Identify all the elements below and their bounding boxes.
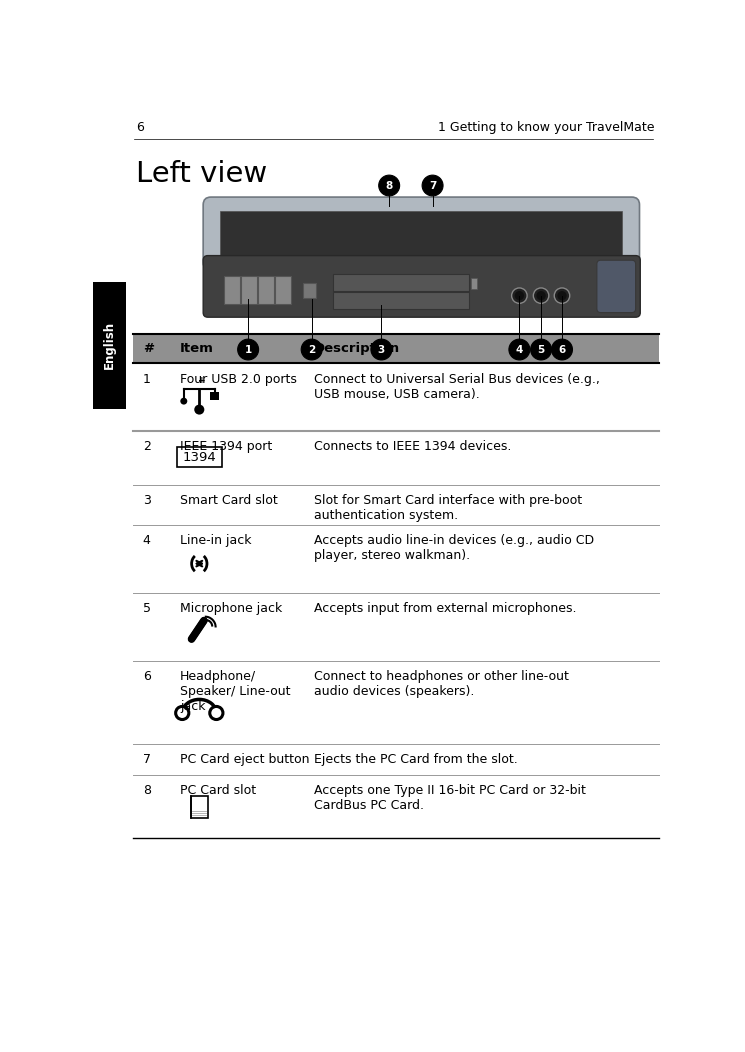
Text: 3: 3 xyxy=(143,494,150,507)
Circle shape xyxy=(515,291,524,300)
Text: 6: 6 xyxy=(136,121,144,134)
FancyBboxPatch shape xyxy=(333,291,469,308)
Text: Headphone/
Speaker/ Line-out
jack: Headphone/ Speaker/ Line-out jack xyxy=(180,670,291,713)
Text: Accepts one Type II 16-bit PC Card or 32-bit
CardBus PC Card.: Accepts one Type II 16-bit PC Card or 32… xyxy=(314,784,586,812)
Text: Slot for Smart Card interface with pre-boot
authentication system.: Slot for Smart Card interface with pre-b… xyxy=(314,494,582,522)
Text: Description: Description xyxy=(314,342,400,356)
Text: Accepts audio line-in devices (e.g., audio CD
player, stereo walkman).: Accepts audio line-in devices (e.g., aud… xyxy=(314,534,594,563)
FancyBboxPatch shape xyxy=(93,282,126,409)
FancyBboxPatch shape xyxy=(215,261,628,268)
Text: Smart Card slot: Smart Card slot xyxy=(180,494,278,507)
Text: +: + xyxy=(198,376,206,385)
Circle shape xyxy=(536,291,546,300)
FancyBboxPatch shape xyxy=(472,278,477,289)
Text: 1 Getting to know your TravelMate: 1 Getting to know your TravelMate xyxy=(439,121,655,134)
FancyBboxPatch shape xyxy=(210,392,220,400)
Circle shape xyxy=(530,339,551,360)
Text: PC Card eject button: PC Card eject button xyxy=(180,753,309,766)
Circle shape xyxy=(557,291,567,300)
Text: 6: 6 xyxy=(558,345,565,355)
Circle shape xyxy=(554,288,570,303)
FancyBboxPatch shape xyxy=(303,283,316,298)
Text: Four USB 2.0 ports: Four USB 2.0 ports xyxy=(180,372,297,386)
Text: 7: 7 xyxy=(429,181,437,190)
Text: 6: 6 xyxy=(143,670,150,683)
Text: English: English xyxy=(103,321,116,369)
FancyBboxPatch shape xyxy=(203,197,639,270)
Text: 1: 1 xyxy=(143,372,150,386)
FancyBboxPatch shape xyxy=(275,276,291,304)
Circle shape xyxy=(176,707,188,720)
Text: 7: 7 xyxy=(143,753,150,766)
Text: Line-in jack: Line-in jack xyxy=(180,534,251,547)
Text: Microphone jack: Microphone jack xyxy=(180,602,282,615)
FancyBboxPatch shape xyxy=(597,260,635,312)
FancyBboxPatch shape xyxy=(259,276,273,304)
Circle shape xyxy=(180,398,187,405)
Circle shape xyxy=(238,339,259,360)
Text: Connect to Universal Serial Bus devices (e.g.,
USB mouse, USB camera).: Connect to Universal Serial Bus devices … xyxy=(314,372,600,401)
Text: Connect to headphones or other line-out
audio devices (speakers).: Connect to headphones or other line-out … xyxy=(314,670,569,697)
Text: 8: 8 xyxy=(386,181,393,190)
FancyBboxPatch shape xyxy=(177,447,222,467)
Text: Left view: Left view xyxy=(136,160,267,188)
FancyBboxPatch shape xyxy=(203,256,640,318)
Text: Accepts input from external microphones.: Accepts input from external microphones. xyxy=(314,602,577,615)
Text: IEEE 1394 port: IEEE 1394 port xyxy=(180,441,272,453)
FancyBboxPatch shape xyxy=(224,276,240,304)
FancyBboxPatch shape xyxy=(333,275,469,291)
Circle shape xyxy=(551,339,572,360)
Text: 4: 4 xyxy=(516,345,523,355)
Circle shape xyxy=(210,707,223,720)
Text: Item: Item xyxy=(180,342,214,356)
Text: Ejects the PC Card from the slot.: Ejects the PC Card from the slot. xyxy=(314,753,518,766)
Circle shape xyxy=(371,339,392,360)
Circle shape xyxy=(301,339,322,360)
Text: 4: 4 xyxy=(143,534,150,547)
FancyBboxPatch shape xyxy=(191,796,208,817)
Text: 2: 2 xyxy=(308,345,315,355)
FancyBboxPatch shape xyxy=(241,276,256,304)
Circle shape xyxy=(194,626,198,630)
Text: PC Card slot: PC Card slot xyxy=(180,784,256,796)
Text: 8: 8 xyxy=(143,784,150,796)
Text: 2: 2 xyxy=(143,441,150,453)
Text: 1: 1 xyxy=(244,345,252,355)
FancyBboxPatch shape xyxy=(133,335,659,363)
Text: 5: 5 xyxy=(143,602,150,615)
Text: Connects to IEEE 1394 devices.: Connects to IEEE 1394 devices. xyxy=(314,441,511,453)
Circle shape xyxy=(533,288,549,303)
Circle shape xyxy=(422,175,443,196)
Text: #: # xyxy=(143,342,153,356)
Circle shape xyxy=(512,288,527,303)
Circle shape xyxy=(378,175,399,196)
FancyBboxPatch shape xyxy=(221,211,623,257)
Text: 3: 3 xyxy=(378,345,385,355)
Text: 1394: 1394 xyxy=(183,451,216,464)
Circle shape xyxy=(194,405,204,414)
Text: 5: 5 xyxy=(537,345,545,355)
Circle shape xyxy=(509,339,530,360)
